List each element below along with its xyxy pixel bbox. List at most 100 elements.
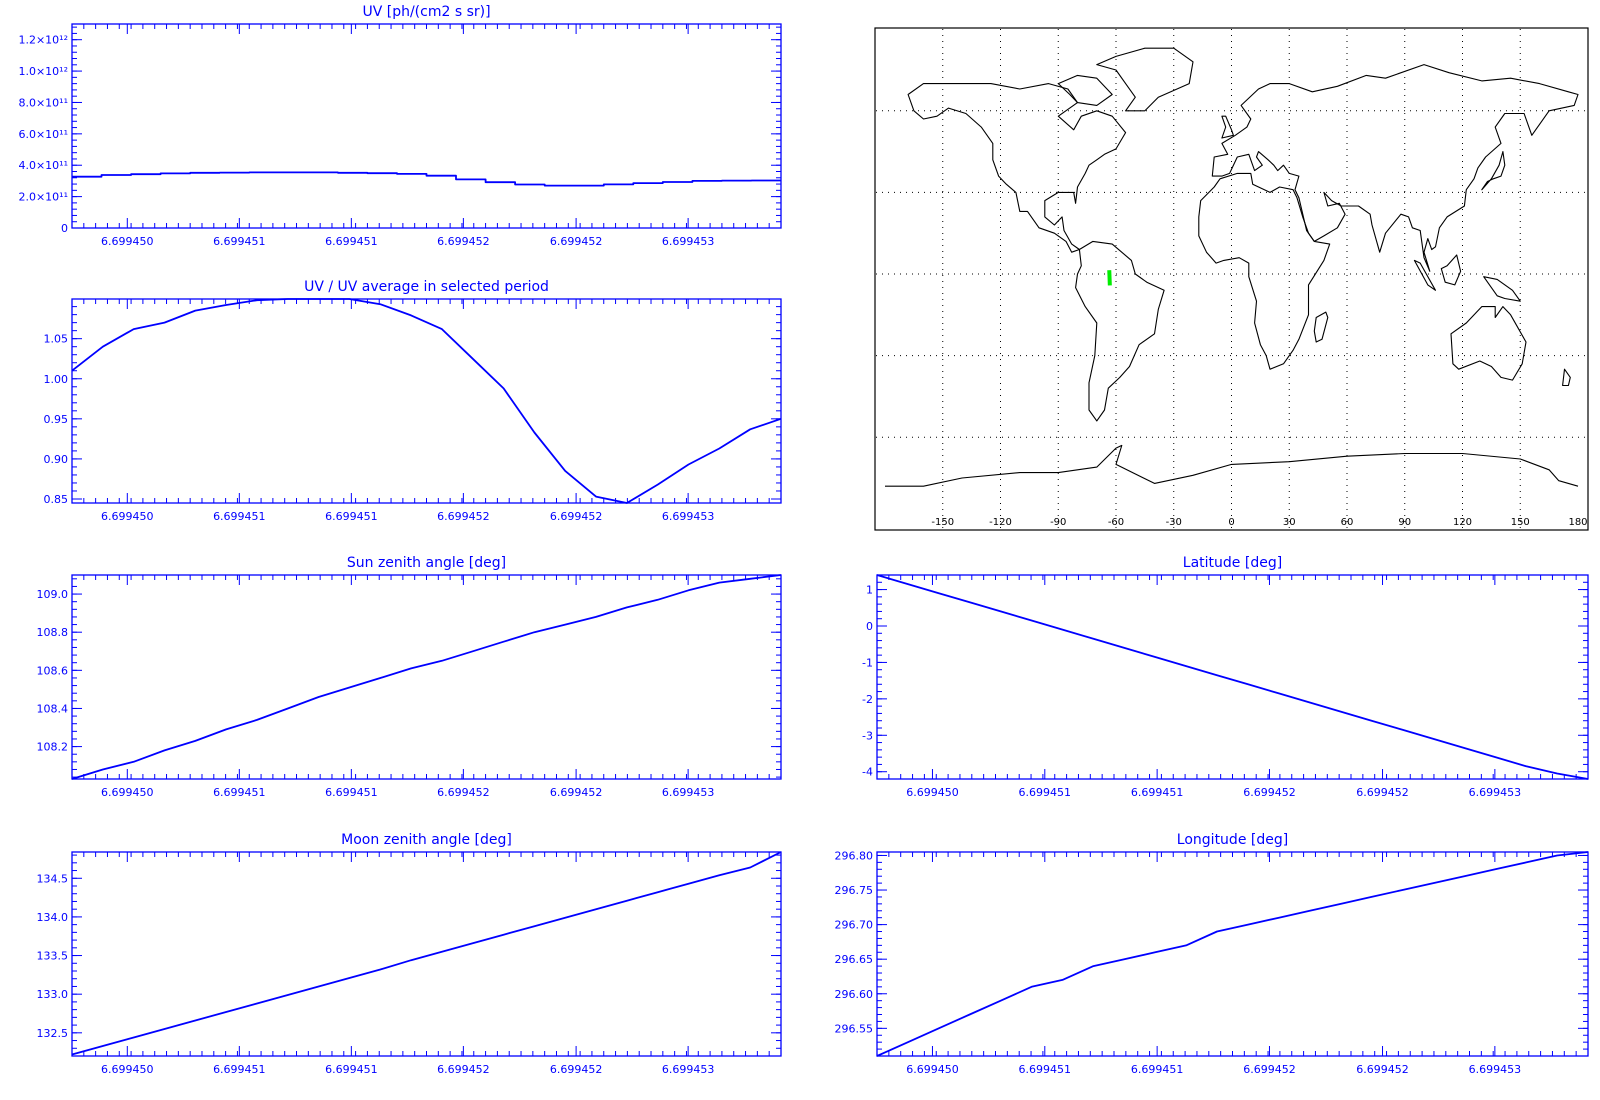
latitude-title: Latitude [deg] (1183, 555, 1282, 571)
sun-zenith-chart: Sun zenith angle [deg] 6.699450 6.699451 6.… (37, 555, 782, 799)
sun-zenith-x-tick-label: 6.699451 (325, 786, 378, 799)
uv-y-tick-label: 6.0×10¹¹ (18, 128, 68, 141)
coastline-australia (1450, 306, 1527, 381)
uv-y-tick-label: 1.2×10¹² (18, 34, 68, 47)
map-lon-tick-label: 150 (1511, 517, 1530, 528)
latitude-y-tick-label: -3 (862, 729, 873, 742)
longitude-y-tick-label: 296.55 (835, 1022, 874, 1035)
longitude-series-line (876, 851, 1589, 1057)
coastline-japan (1481, 151, 1506, 191)
coastline-eurasia (1211, 64, 1579, 272)
longitude-x-tick-label: 6.699451 (1019, 1063, 1072, 1076)
uv-chart: UV [ph/(cm2 s sr)] 6.699450 6.699451 6.6994… (18, 4, 782, 248)
uv-ratio-y-tick-label: 1.05 (44, 333, 69, 346)
moon-zenith-y-tick-label: 134.0 (37, 911, 69, 924)
map-lon-tick-label: -120 (989, 517, 1012, 528)
latitude-x-tick-label: 6.699451 (1019, 786, 1072, 799)
coastline-madagascar (1313, 311, 1329, 343)
map-lon-tick-label: 0 (1228, 517, 1234, 528)
moon-zenith-x-tick-label: 6.699453 (662, 1063, 715, 1076)
uv-ratio-x-tick-label: 6.699452 (550, 510, 603, 523)
coastline-uk (1221, 115, 1234, 139)
uv-x-tick-label: 6.699453 (662, 235, 715, 248)
latitude-x-tick-label: 6.699452 (1356, 786, 1409, 799)
latitude-y-tick-label: 0 (866, 620, 873, 633)
map-lon-tick-label: 120 (1453, 517, 1472, 528)
sun-zenith-title: Sun zenith angle [deg] (347, 555, 506, 571)
map-lon-tick-label: 180 (1568, 517, 1587, 528)
moon-zenith-y-tick-label: 132.5 (37, 1027, 69, 1040)
uv-ratio-x-tick-label: 6.699450 (101, 510, 154, 523)
longitude-y-tick-label: 296.75 (835, 884, 874, 897)
uv-ratio-x-tick-label: 6.699451 (213, 510, 266, 523)
uv-y-tick-label: 1.0×10¹² (18, 65, 68, 78)
uv-ratio-x-tick-label: 6.699452 (437, 510, 490, 523)
coastline-sumatra (1413, 259, 1437, 291)
map-frame (874, 27, 1589, 531)
map-lon-tick-label: -60 (1108, 517, 1124, 528)
latitude-series-line (876, 574, 1589, 780)
map-longitude-ticks: -150 -120 -90 -60 -30 0 30 60 90 120 150 180 (931, 517, 1587, 528)
latitude-chart: Latitude [deg] 6.699450 6.699451 6.699451 6.… (862, 555, 1589, 799)
longitude-plot-frame (876, 851, 1589, 1057)
map-lon-tick-label: -150 (931, 517, 954, 528)
map-lon-tick-label: -30 (1166, 517, 1182, 528)
map-lon-tick-label: 60 (1341, 517, 1354, 528)
coastline-antarctica (885, 444, 1579, 487)
uv-series-line (72, 171, 781, 187)
moon-zenith-x-tick-label: 6.699451 (325, 1063, 378, 1076)
chart-panels: UV [ph/(cm2 s sr)] 6.699450 6.699451 6.6994… (18, 4, 1589, 1076)
uv-ratio-plot-frame (71, 298, 782, 504)
uv-ratio-chart: UV / UV average in selected period 6.6994… (44, 279, 782, 523)
longitude-chart: Longitude [deg] 6.699450 6.699451 6.699451 6… (835, 832, 1589, 1076)
uv-ratio-y-tick-label: 0.90 (44, 453, 69, 466)
moon-zenith-x-tick-label: 6.699451 (213, 1063, 266, 1076)
satellite-track-marker (1107, 270, 1112, 286)
sun-zenith-x-tick-label: 6.699452 (437, 786, 490, 799)
latitude-y-tick-label: -4 (862, 766, 873, 779)
uv-ratio-y-tick-label: 0.95 (44, 413, 69, 426)
latitude-x-tick-label: 6.699452 (1243, 786, 1296, 799)
sun-zenith-plot-frame (71, 574, 782, 780)
uv-x-tick-label: 6.699450 (101, 235, 154, 248)
latitude-x-tick-label: 6.699450 (906, 786, 959, 799)
map-coastlines (885, 47, 1579, 487)
latitude-y-tick-label: -2 (862, 693, 873, 706)
map-lon-tick-label: 90 (1398, 517, 1411, 528)
coastline-new-guinea (1483, 276, 1521, 302)
moon-zenith-y-tick-label: 133.5 (37, 950, 69, 963)
moon-zenith-series-line (71, 851, 782, 1056)
uv-ratio-y-tick-label: 0.85 (44, 493, 69, 506)
longitude-y-tick-label: 296.80 (835, 849, 874, 862)
sun-zenith-x-tick-label: 6.699453 (662, 786, 715, 799)
sun-zenith-y-tick-label: 108.2 (37, 741, 69, 754)
uv-y-tick-label: 2.0×10¹¹ (18, 191, 68, 204)
coastline-baffin (1057, 74, 1113, 106)
coastline-north-america (907, 83, 1127, 253)
coastline-africa (1198, 172, 1331, 370)
longitude-x-tick-label: 6.699452 (1356, 1063, 1409, 1076)
longitude-y-tick-label: 296.60 (835, 988, 874, 1001)
map-lon-tick-label: 30 (1283, 517, 1296, 528)
uv-title: UV [ph/(cm2 s sr)] (362, 4, 490, 20)
sun-zenith-series-line (71, 574, 782, 780)
uv-ratio-title: UV / UV average in selected period (304, 279, 549, 295)
longitude-x-tick-label: 6.699451 (1131, 1063, 1184, 1076)
latitude-y-tick-label: 1 (866, 584, 873, 597)
coastline-borneo (1440, 254, 1462, 286)
latitude-x-tick-label: 6.699451 (1131, 786, 1184, 799)
uv-ratio-series-line (71, 298, 782, 504)
sun-zenith-y-tick-label: 108.4 (37, 702, 69, 715)
uv-plot-frame (71, 23, 782, 229)
uv-y-tick-label: 0 (61, 222, 68, 235)
sun-zenith-x-tick-label: 6.699451 (213, 786, 266, 799)
longitude-x-tick-label: 6.699452 (1243, 1063, 1296, 1076)
longitude-title: Longitude [deg] (1177, 832, 1288, 848)
moon-zenith-y-tick-label: 134.5 (37, 872, 69, 885)
sun-zenith-y-tick-label: 108.8 (37, 626, 69, 639)
moon-zenith-x-tick-label: 6.699452 (437, 1063, 490, 1076)
longitude-y-tick-label: 296.70 (835, 919, 874, 932)
coastline-new-zealand (1562, 368, 1571, 387)
sun-zenith-x-tick-label: 6.699450 (101, 786, 154, 799)
sun-zenith-x-tick-label: 6.699452 (550, 786, 603, 799)
